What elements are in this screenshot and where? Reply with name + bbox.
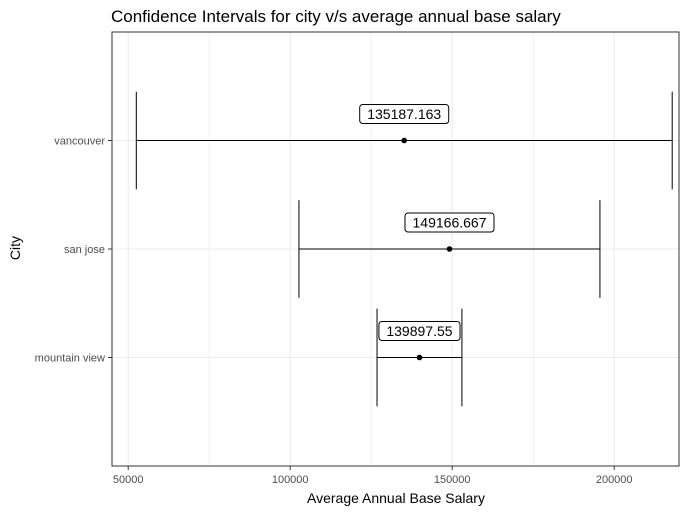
x-tick-label: 100000 — [272, 474, 309, 486]
data-label: 135187.163 — [367, 106, 441, 122]
data-label: 149166.667 — [413, 215, 487, 231]
chart-title: Confidence Intervals for city v/s averag… — [111, 7, 561, 26]
data-label: 139897.55 — [386, 323, 452, 339]
data-label-box — [378, 321, 461, 341]
chart-marks: 139897.55 149166.667 135187.163 — [135, 91, 673, 407]
mean-point — [401, 137, 408, 144]
mean-point — [446, 246, 453, 252]
y-tick-label: san jose — [64, 244, 105, 256]
data-label-box — [404, 212, 495, 233]
y-tick-label: vancouver — [54, 136, 105, 148]
x-tick-label: 150000 — [434, 474, 471, 486]
data-label-box — [359, 104, 450, 124]
y-axis-title: City — [7, 236, 23, 260]
y-axis: mountain view san jose vancouver — [35, 136, 112, 365]
x-tick-label: 200000 — [596, 474, 633, 486]
y-tick-label: mountain view — [35, 353, 105, 365]
mean-point — [416, 354, 423, 361]
x-axis: 50000 100000 150000 200000 — [113, 466, 633, 486]
x-axis-title: Average Annual Base Salary — [307, 490, 485, 506]
x-tick-label: 50000 — [113, 474, 144, 486]
